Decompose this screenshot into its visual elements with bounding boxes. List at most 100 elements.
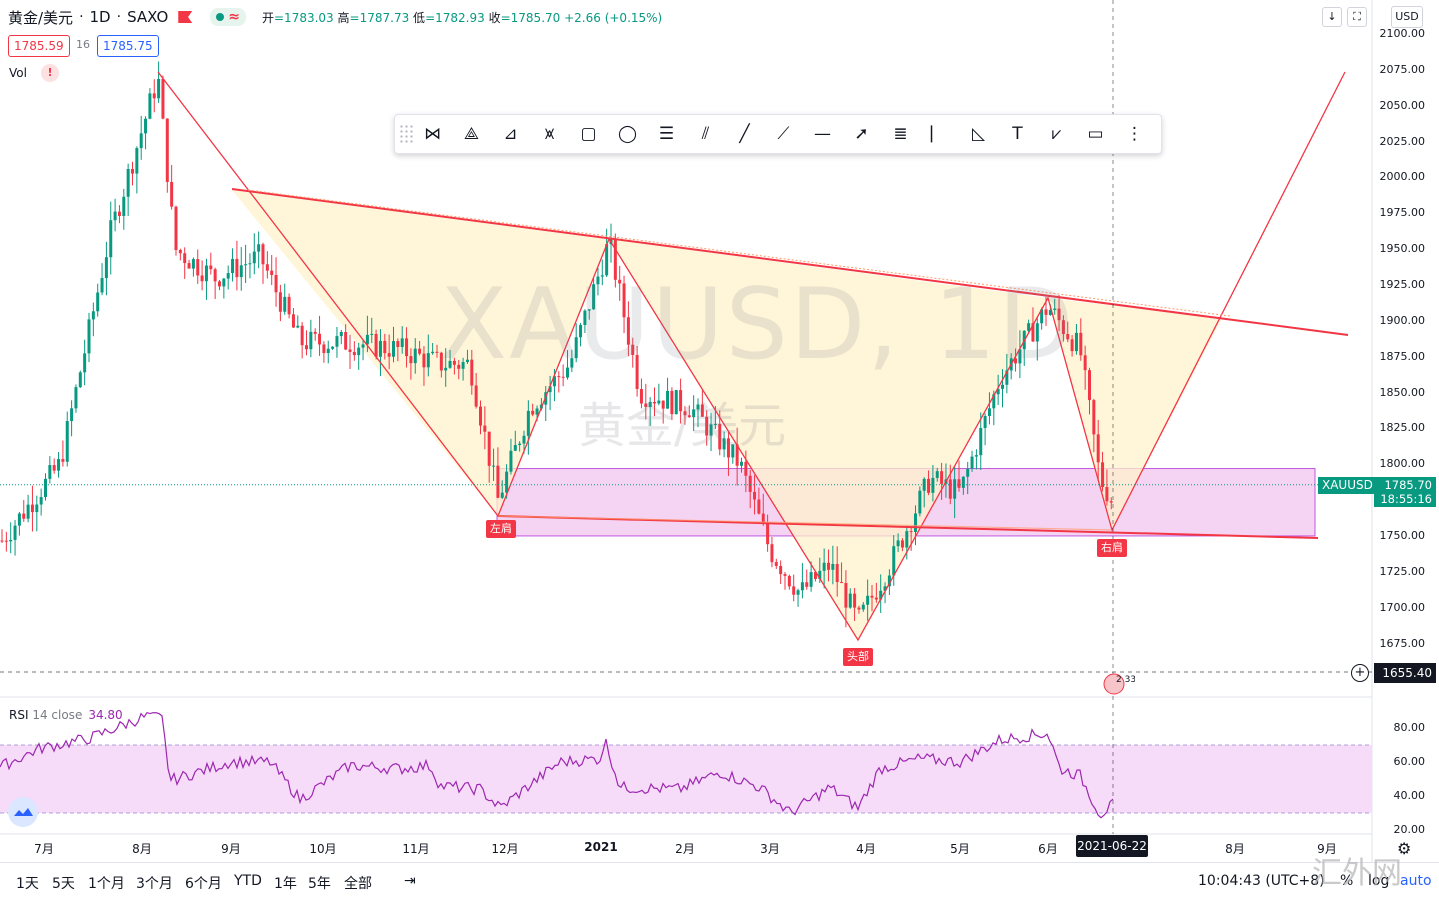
candle (448, 350, 452, 369)
add-alert-icon[interactable]: + (1351, 664, 1369, 682)
economic-event-badge[interactable]: 2 33 (1101, 673, 1136, 695)
candle (78, 370, 82, 389)
candle (874, 582, 878, 603)
vertical-line-icon[interactable]: ⎸ (931, 124, 948, 144)
ohlc-values: 开=1783.03 高=1787.73 低=1782.93 收=1785.70 … (261, 10, 663, 25)
parallel-channel-icon[interactable]: ⫽ (701, 124, 710, 144)
range-button[interactable]: YTD (234, 873, 262, 889)
price-tick-label: 1725.00 (1379, 564, 1426, 578)
date-range-calendar-icon[interactable]: ⇥ (404, 873, 416, 889)
candle (213, 267, 217, 300)
bid-price[interactable]: 1785.59 (8, 35, 70, 57)
candle (470, 349, 474, 395)
range-button[interactable]: 1个月 (88, 876, 125, 892)
tradingview-logo-icon[interactable] (8, 797, 38, 827)
clock-label[interactable]: 10:04:43 (UTC+8) (1198, 873, 1325, 889)
price-tick-label: 1800.00 (1379, 457, 1426, 471)
candle (705, 410, 709, 446)
price-tick-label: 1975.00 (1379, 206, 1426, 220)
ellipse-icon[interactable]: ◯ (617, 124, 638, 144)
neckline-dotted (247, 189, 1231, 317)
drag-handle-icon[interactable] (399, 124, 413, 144)
regression-trend-icon[interactable]: ⋮ (1126, 124, 1143, 144)
arrow-down-icon[interactable]: ↓ (1322, 7, 1342, 27)
head-label[interactable]: 头部 (843, 648, 873, 666)
cypher-pattern-icon[interactable]: ⟁ (463, 124, 480, 144)
candle (931, 465, 935, 502)
candle (770, 536, 774, 568)
alert-icon[interactable]: ! (41, 64, 59, 82)
elliott-wave-icon[interactable]: ⩗ (1051, 124, 1062, 144)
candle (461, 357, 465, 381)
arrow-icon[interactable]: ➚ (854, 124, 869, 144)
abcd-pattern-icon[interactable]: ⊿ (503, 124, 518, 144)
range-button[interactable]: 5年 (308, 876, 331, 892)
candle (313, 328, 317, 341)
range-button[interactable]: 全部 (344, 876, 372, 892)
candle (209, 252, 213, 275)
callout-icon[interactable]: ▭ (1087, 124, 1104, 144)
xabcd-pattern-icon[interactable]: ⋈ (424, 124, 441, 144)
price-tick-label: 2025.00 (1379, 134, 1426, 148)
head-shoulders-icon[interactable]: ⩙ (544, 124, 555, 144)
ask-price[interactable]: 1785.75 (97, 35, 159, 57)
candle (883, 582, 887, 604)
candle (74, 384, 78, 413)
trend-line-icon[interactable]: ╱ (739, 124, 750, 144)
time-tick-label: 10月 (309, 842, 337, 856)
settings-gear-icon[interactable]: ⚙ (1397, 839, 1412, 858)
flag-icon[interactable] (178, 11, 193, 23)
range-button[interactable]: 5天 (52, 876, 75, 892)
fib-retracement-icon[interactable]: ☰ (658, 124, 675, 144)
candle (309, 319, 313, 358)
market-open-icon (216, 13, 225, 21)
ray-icon[interactable]: ⟋ (777, 124, 790, 144)
candle (61, 440, 65, 467)
candle (400, 326, 404, 354)
pattern-fill-mid (609, 239, 1048, 640)
candle (226, 265, 230, 290)
fib-channel-icon[interactable]: ≣ (893, 124, 908, 144)
candle (1079, 318, 1083, 361)
horizontal-line-icon[interactable]: — (814, 124, 831, 144)
text-icon[interactable]: T (1012, 124, 1023, 144)
price-tick-label: 1675.00 (1379, 636, 1426, 650)
right-shoulder-label[interactable]: 右肩 (1097, 539, 1127, 557)
candle (26, 494, 30, 523)
candle (792, 574, 796, 602)
fullscreen-icon[interactable]: ⛶ (1347, 7, 1367, 27)
candle (287, 293, 291, 319)
range-button[interactable]: 3个月 (136, 876, 173, 892)
legend-header: 黄金/美元 · 1D · SAXO ≈ 开=1783.03 高=1787.73 … (8, 8, 663, 27)
candle (9, 522, 13, 554)
range-button[interactable]: 1年 (274, 876, 297, 892)
percent-toggle[interactable]: % (1340, 873, 1354, 889)
auto-toggle[interactable]: auto (1400, 873, 1432, 889)
candle (953, 466, 957, 519)
candle (722, 431, 726, 458)
log-toggle[interactable]: log (1368, 873, 1390, 889)
symbol-name[interactable]: 黄金/美元 (8, 8, 74, 27)
rsi-legend[interactable]: RSI 14 close 34.80 (9, 708, 123, 722)
candle (426, 334, 430, 377)
left-shoulder-label[interactable]: 左肩 (486, 520, 516, 538)
candle (187, 259, 191, 269)
currency-button[interactable]: USD (1391, 6, 1423, 28)
market-status-pill[interactable]: ≈ (210, 8, 246, 26)
candle (348, 334, 352, 370)
interval-label[interactable]: 1D (89, 8, 111, 26)
candle (600, 259, 604, 286)
range-button[interactable]: 1天 (16, 876, 39, 892)
time-tick-label: 4月 (856, 842, 876, 856)
candle (618, 265, 622, 301)
pattern-fill-right (1048, 298, 1222, 530)
range-button[interactable]: 6个月 (185, 876, 222, 892)
candle (1018, 330, 1022, 379)
volume-legend[interactable]: Vol (9, 66, 27, 80)
candle (1035, 317, 1039, 361)
triangle-icon[interactable]: ◺ (971, 124, 986, 144)
rectangle-icon[interactable]: ▢ (580, 124, 597, 144)
candle (418, 340, 422, 356)
candle (1109, 497, 1113, 510)
